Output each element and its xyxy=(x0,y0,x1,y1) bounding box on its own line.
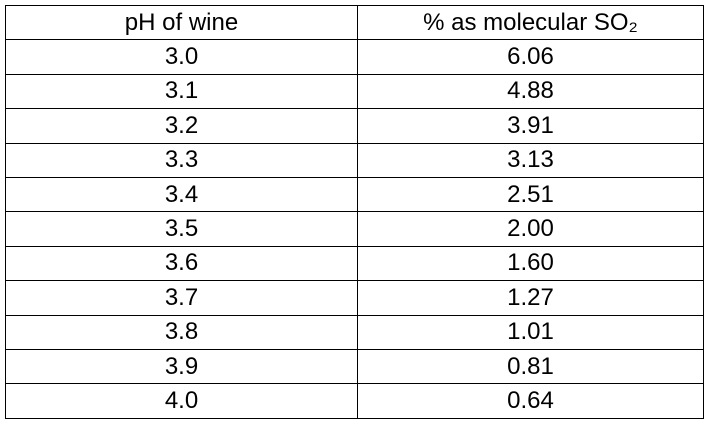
so2-cell: 3.13 xyxy=(357,142,704,178)
so2-cell: 1.01 xyxy=(357,314,704,350)
ph-cell: 3.7 xyxy=(5,280,358,316)
so2-cell: 3.91 xyxy=(357,108,704,144)
ph-cell: 3.4 xyxy=(5,176,358,213)
so2-cell: 2.51 xyxy=(357,176,704,213)
so2-cell: 6.06 xyxy=(357,39,704,75)
ph-cell: 3.0 xyxy=(5,39,358,75)
table-row: 3.5 2.00 xyxy=(5,211,704,247)
so2-cell: 0.81 xyxy=(357,348,704,385)
so2-cell: 0.64 xyxy=(357,383,704,419)
table-row: 3.6 1.60 xyxy=(5,245,704,282)
table-row: 3.7 1.27 xyxy=(5,280,704,316)
so2-cell: 1.60 xyxy=(357,245,704,282)
so2-cell: 1.27 xyxy=(357,280,704,316)
ph-cell: 3.8 xyxy=(5,314,358,350)
table-row: 3.9 0.81 xyxy=(5,348,704,385)
table-row: 3.1 4.88 xyxy=(5,73,704,110)
table-container: pH of wine % as molecular SO₂ 3.0 6.06 3.1… xyxy=(5,4,704,419)
ph-cell: 3.6 xyxy=(5,245,358,282)
table-row: 3.2 3.91 xyxy=(5,108,704,144)
header-cell: pH of wine xyxy=(5,4,358,41)
header-row: pH of wine % as molecular SO₂ xyxy=(5,4,704,41)
so2-cell: 4.88 xyxy=(357,73,704,110)
ph-cell: 3.9 xyxy=(5,348,358,385)
ph-cell: 3.3 xyxy=(5,142,358,178)
so2-cell: 2.00 xyxy=(357,211,704,247)
table-body: 3.0 6.06 3.1 4.88 3.2 3.91 3.3 3.13 3.4 2.51 3.5 2.… xyxy=(5,39,704,419)
ph-cell: 4.0 xyxy=(5,383,358,419)
table-row: 3.0 6.06 xyxy=(5,39,704,75)
table-row: 3.3 3.13 xyxy=(5,142,704,178)
table-row: 4.0 0.64 xyxy=(5,383,704,419)
ph-cell: 3.5 xyxy=(5,211,358,247)
ph-cell: 3.2 xyxy=(5,108,358,144)
table-row: 3.4 2.51 xyxy=(5,176,704,213)
header-cell: % as molecular SO₂ xyxy=(357,4,704,41)
ph-cell: 3.1 xyxy=(5,73,358,110)
table-row: 3.8 1.01 xyxy=(5,314,704,350)
data-table: pH of wine % as molecular SO₂ 3.0 6.06 3.1… xyxy=(5,4,704,419)
